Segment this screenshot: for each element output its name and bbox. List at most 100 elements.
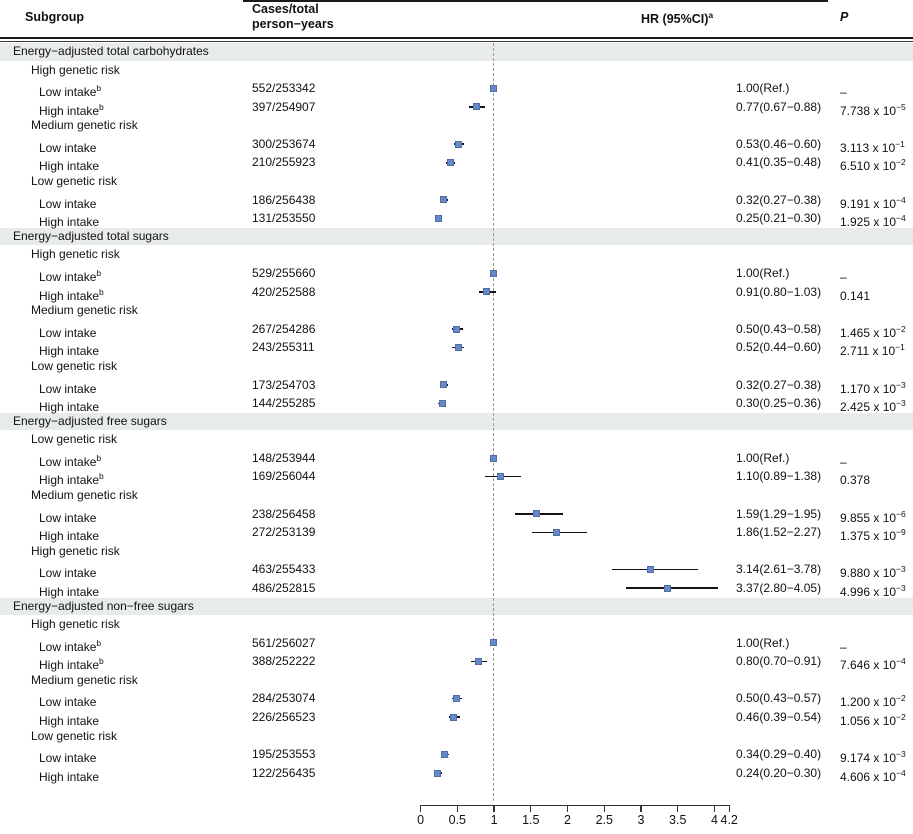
top-rule	[243, 0, 828, 2]
ci-line	[611, 568, 698, 571]
hr-marker	[473, 103, 481, 111]
section-row: Energy−adjusted total sugars	[0, 227, 913, 246]
cases-total-person-years: 131/253550	[252, 211, 316, 226]
section-label: Energy−adjusted total carbohydrates	[13, 44, 209, 58]
row-label: High intake	[39, 209, 99, 232]
row-label-text: High intake	[39, 288, 100, 303]
ci-plot	[0, 376, 913, 395]
row-label-footnote: b	[99, 101, 104, 112]
cases-total-person-years: 463/255433	[252, 562, 316, 577]
hr-ci-value: 0.24(0.20−0.30)	[736, 765, 822, 780]
ci-plot	[0, 764, 913, 783]
ci-plot	[0, 467, 913, 486]
hr-ci-value: 0.91(0.80−1.03)	[736, 284, 822, 299]
group-label: Low genetic risk	[31, 174, 118, 189]
ci-plot	[0, 523, 913, 542]
table-row: Low intakeb 561/256027 1.00(Ref.) –	[0, 634, 913, 654]
cases-total-person-years: 226/256523	[252, 710, 316, 724]
row-label-text: Low intake	[39, 196, 97, 211]
axis-tick-label: 3.5	[669, 813, 687, 827]
ci-plot	[0, 283, 913, 302]
axis-tick: 2	[564, 806, 571, 827]
hr-ci-value: 1.59(1.29−1.95)	[736, 506, 822, 521]
row-label: Low intake	[39, 689, 96, 712]
table-row: High intake 243/255311 0.52(0.44−0.60) 2…	[0, 338, 913, 358]
group-label: High genetic risk	[31, 543, 120, 558]
p-value-exponent: −4	[896, 656, 906, 667]
group-row: Low genetic risk	[0, 430, 913, 449]
group-row: High genetic risk	[0, 615, 913, 634]
header-rule-thin	[0, 40, 913, 42]
row-label: Low intake	[39, 191, 96, 214]
row-label-text: High intake	[39, 215, 100, 230]
axis-tick-label: 4	[711, 813, 718, 827]
row-label: Low intake	[39, 320, 96, 343]
hr-marker	[434, 769, 442, 777]
hr-ci-value: 1.00(Ref.)	[736, 81, 790, 96]
group-row: Low genetic risk	[0, 172, 913, 191]
hr-marker	[483, 288, 491, 296]
p-value-mantissa: 9.191 x 10	[840, 196, 897, 211]
p-value-mantissa: 9.174 x 10	[840, 751, 897, 766]
hr-marker	[475, 658, 483, 666]
hr-header-footnote-a: a	[708, 10, 714, 20]
axis-tick-label: 3	[637, 813, 645, 827]
row-label: High intake	[39, 708, 99, 731]
p-value-mantissa: –	[840, 639, 847, 654]
hr-marker	[440, 381, 447, 389]
row-label: Low intake	[39, 745, 96, 768]
cases-total-person-years: 195/253553	[252, 747, 316, 762]
group-row: Medium genetic risk	[0, 301, 913, 320]
ci-plot	[0, 209, 913, 228]
row-label-text: Low intake	[39, 510, 97, 525]
table-row: Low intake 463/255433 3.14(2.61−3.78) 9.…	[0, 560, 913, 580]
row-label: High intake	[39, 764, 99, 787]
row-label-text: Low intake	[39, 454, 97, 469]
p-value-mantissa: 1.465 x 10	[840, 325, 897, 340]
p-value: 0.141	[840, 283, 870, 306]
ci-plot	[0, 394, 913, 413]
p-value: 2.425 x 10−3	[840, 394, 906, 417]
table-row: Low intake 186/256438 0.32(0.27−0.38) 9.…	[0, 191, 913, 211]
p-value-exponent: −3	[896, 582, 906, 593]
group-row: Medium genetic risk	[0, 671, 913, 690]
hr-ci-value: 0.32(0.27−0.38)	[736, 377, 822, 392]
p-value-exponent: −4	[896, 767, 906, 778]
hr-ci-value: 3.37(2.80−4.05)	[736, 580, 822, 595]
row-label-text: Low intake	[39, 695, 97, 710]
hr-ci-value: 0.77(0.67−0.88)	[736, 99, 822, 114]
p-value-mantissa: 1.200 x 10	[840, 695, 897, 710]
row-label: High intakeb	[39, 98, 104, 121]
cases-total-person-years: 173/254703	[252, 377, 316, 392]
p-value-mantissa: 1.375 x 10	[840, 529, 897, 544]
p-value: 6.510 x 10−2	[840, 153, 906, 176]
axis-tick: 1.5	[522, 806, 539, 827]
cases-total-person-years: 300/253674	[252, 136, 316, 151]
p-value: 9.855 x 10−6	[840, 505, 906, 528]
p-value-mantissa: –	[840, 269, 847, 284]
row-label: High intakeb	[39, 283, 104, 306]
hr-ci-value: 0.53(0.46−0.60)	[736, 136, 822, 151]
p-value-mantissa: 4.996 x 10	[840, 584, 897, 599]
ci-line	[625, 587, 718, 590]
axis-tick: 1	[491, 806, 498, 827]
column-header-hr: HR (95%CI)a	[641, 10, 713, 26]
axis-tick-label: 2.5	[595, 813, 613, 827]
hr-ci-value: 0.52(0.44−0.60)	[736, 340, 822, 355]
table-row: Low intake 267/254286 0.50(0.43−0.58) 1.…	[0, 320, 913, 340]
row-label-footnote: b	[96, 267, 102, 278]
axis-tick: 3	[638, 806, 644, 827]
hr-marker	[489, 454, 497, 462]
hr-ci-value: 0.41(0.35−0.48)	[736, 155, 822, 170]
row-label: High intake	[39, 523, 99, 546]
p-value: –	[840, 449, 847, 472]
column-header-subgroup: Subgroup	[25, 10, 85, 24]
hr-marker	[533, 510, 541, 518]
column-header-p: P	[840, 10, 849, 24]
row-label: High intake	[39, 338, 99, 361]
p-value: 1.170 x 10−3	[840, 376, 906, 399]
section-label: Energy−adjusted free sugars	[13, 413, 167, 428]
row-label: High intake	[39, 394, 99, 417]
cases-total-person-years: 243/255311	[252, 340, 315, 355]
